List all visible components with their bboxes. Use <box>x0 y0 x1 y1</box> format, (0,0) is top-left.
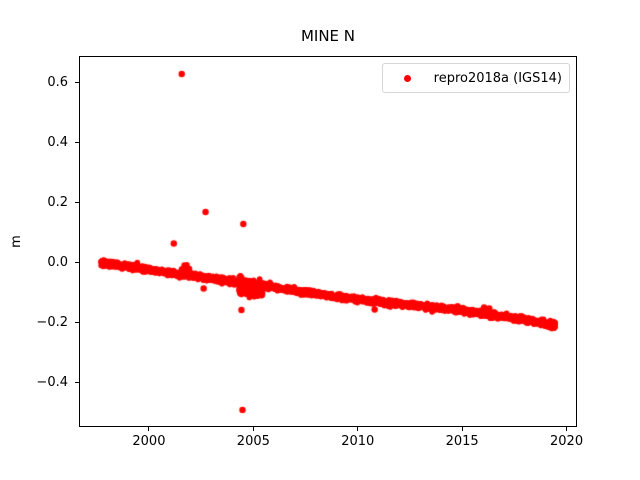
x-tick-label: 2020 <box>550 434 584 449</box>
x-tick-mark <box>252 427 254 431</box>
x-tick-label: 2000 <box>132 434 166 449</box>
y-tick-mark <box>75 322 79 324</box>
x-tick-mark <box>461 427 463 431</box>
y-tick-label: −0.2 <box>36 315 68 331</box>
x-tick-mark <box>566 427 568 431</box>
y-tick-label: 0.4 <box>47 135 68 151</box>
y-tick-mark <box>75 82 79 84</box>
y-tick-mark <box>75 382 79 384</box>
x-tick-label: 2015 <box>445 434 479 449</box>
y-tick-label: −0.4 <box>36 375 68 391</box>
legend-label: repro2018a (IGS14) <box>433 70 562 86</box>
x-tick-label: 2010 <box>341 434 375 449</box>
y-tick-label: 0.2 <box>47 195 68 211</box>
y-tick-mark <box>75 142 79 144</box>
x-tick-mark <box>357 427 359 431</box>
x-tick-label: 2005 <box>236 434 270 449</box>
x-tick-mark <box>148 427 150 431</box>
y-tick-mark <box>75 202 79 204</box>
legend-box: repro2018a (IGS14) <box>382 63 570 93</box>
y-tick-label: 0.0 <box>47 255 68 271</box>
y-tick-mark <box>75 262 79 264</box>
legend-marker-dot-icon <box>404 74 411 82</box>
y-tick-label: 0.6 <box>47 75 68 91</box>
